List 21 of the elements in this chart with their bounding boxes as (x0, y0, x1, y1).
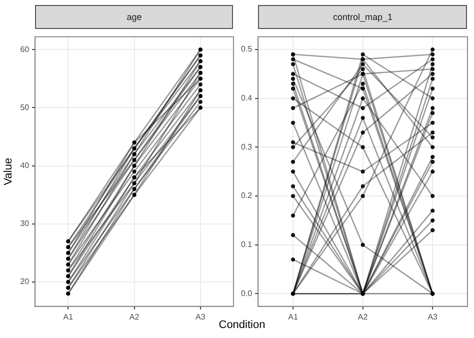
y-tick-label: 0.0 (240, 288, 253, 298)
x-tick-label: A1 (63, 312, 74, 322)
x-axis-title: Condition (218, 319, 266, 331)
y-axis-title: Value (2, 158, 15, 186)
x-tick-label: A2 (129, 312, 140, 322)
y-tick-label: 60 (20, 44, 30, 54)
x-tick-label: A3 (196, 312, 206, 322)
y-tick-label: 0.4 (240, 94, 253, 103)
y-tick-label: 40 (20, 160, 30, 170)
chart-title: age (35, 5, 234, 29)
y-tick-label: 30 (20, 219, 30, 228)
x-tick-label: A1 (288, 312, 298, 322)
y-tick-label: 20 (20, 277, 30, 286)
y-tick-label: 0.1 (240, 240, 253, 250)
y-tick-label: 50 (20, 102, 30, 112)
chart-title: control_map_1 (258, 5, 468, 29)
y-tick-label: 0.2 (240, 191, 253, 200)
x-tick-label: A3 (428, 312, 438, 322)
y-tick-label: 0.3 (240, 142, 253, 152)
y-tick-label: 0.5 (240, 44, 253, 54)
x-tick-label: A2 (358, 312, 368, 322)
